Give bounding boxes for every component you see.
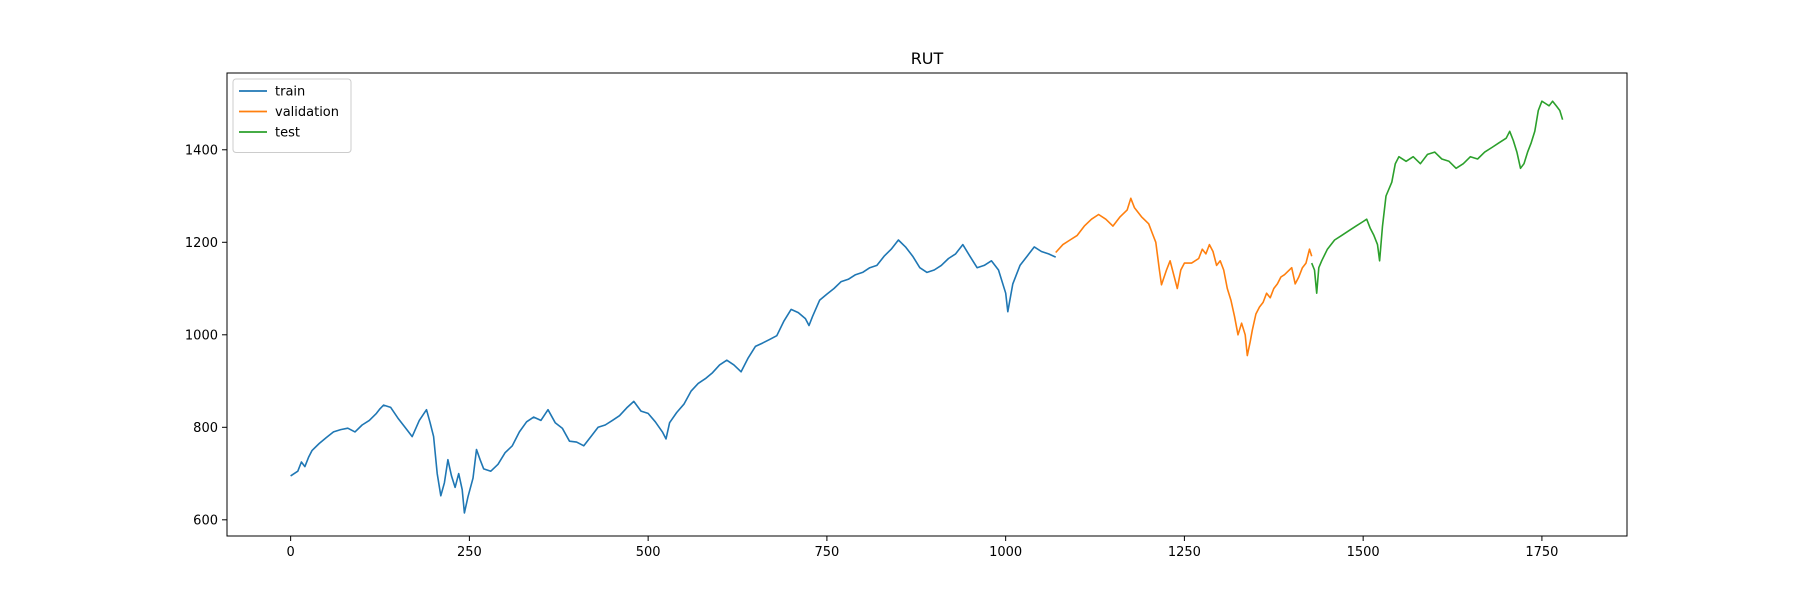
x-tick-label: 1000 [989, 545, 1022, 560]
y-tick-label: 600 [193, 513, 218, 528]
chart-title: RUT [911, 49, 944, 68]
x-tick-label: 1250 [1168, 545, 1201, 560]
y-tick-label: 1400 [185, 143, 218, 158]
series-line-test [1310, 100, 1564, 295]
legend-label-validation: validation [275, 105, 339, 120]
x-tick-label: 1500 [1347, 545, 1380, 560]
x-tick-label: 250 [457, 545, 482, 560]
x-tick-label: 1750 [1525, 545, 1558, 560]
x-tick-label: 500 [636, 545, 661, 560]
plot-frame [226, 72, 1628, 537]
series-lines [290, 100, 1564, 514]
y-tick-label: 1000 [185, 328, 218, 343]
x-tick-label: 750 [814, 545, 839, 560]
series-line-validation [1055, 197, 1313, 357]
x-tick-label: 0 [286, 545, 294, 560]
legend-label-test: test [275, 126, 300, 141]
legend: train validation test [232, 78, 352, 153]
x-axis: 0 250 500 750 1000 1250 1500 1750 [286, 536, 1558, 560]
legend-label-train: train [275, 85, 305, 100]
legend-box [232, 78, 352, 153]
y-tick-label: 1200 [185, 236, 218, 251]
y-tick-label: 800 [193, 421, 218, 436]
series-line-train [290, 239, 1057, 514]
y-axis: 600 800 1000 1200 1400 [185, 143, 227, 528]
